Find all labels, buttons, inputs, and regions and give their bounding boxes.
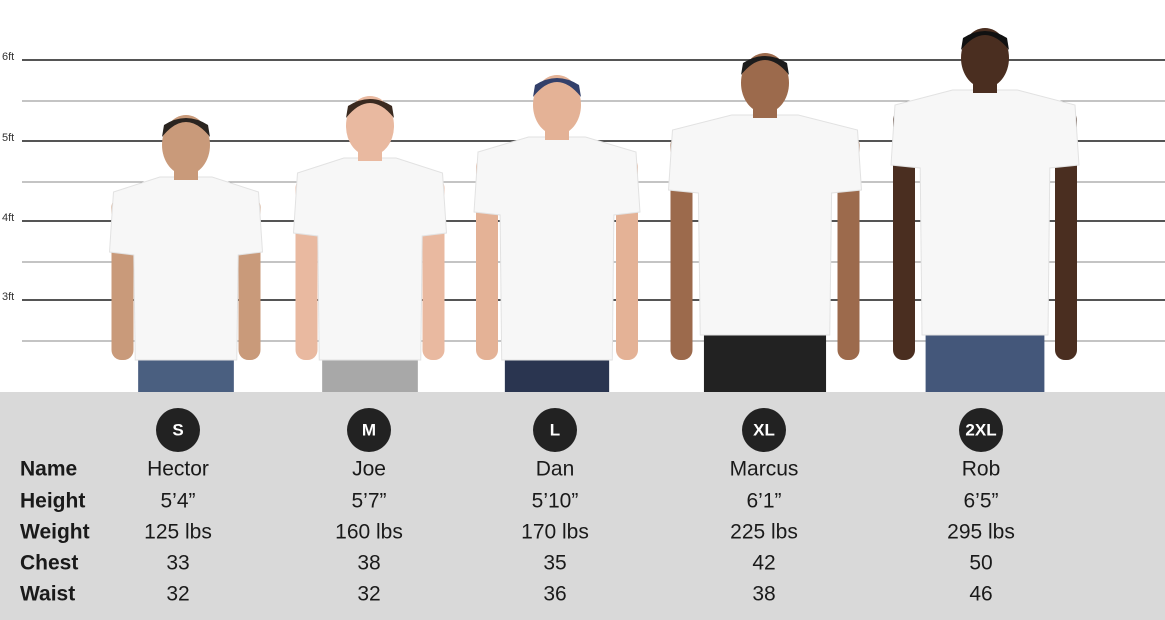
person-pants bbox=[925, 325, 1045, 392]
person-pants bbox=[703, 325, 827, 392]
cell: Joe bbox=[352, 458, 386, 481]
size-label: 2XL bbox=[965, 420, 996, 439]
size-badge bbox=[347, 408, 391, 452]
cell: 5’10” bbox=[532, 490, 579, 513]
size-label: XL bbox=[753, 420, 775, 439]
cell: 33 bbox=[166, 552, 189, 575]
person bbox=[890, 28, 1080, 392]
person-shirt bbox=[890, 89, 1080, 336]
person-shirt bbox=[473, 136, 641, 361]
person bbox=[473, 75, 641, 392]
row-label: Waist bbox=[20, 583, 75, 606]
person-shirt bbox=[292, 157, 448, 361]
cell: 50 bbox=[969, 552, 992, 575]
row-label: Height bbox=[20, 490, 85, 513]
cell: Marcus bbox=[730, 458, 799, 481]
size-badge bbox=[959, 408, 1003, 452]
person-arm bbox=[1055, 110, 1077, 360]
cell: 32 bbox=[166, 583, 189, 606]
person bbox=[292, 96, 448, 392]
cell: 160 lbs bbox=[335, 521, 403, 544]
cell: 125 lbs bbox=[144, 521, 212, 544]
cell: 32 bbox=[357, 583, 380, 606]
person-head bbox=[741, 53, 789, 113]
cell: 36 bbox=[543, 583, 566, 606]
cell: 35 bbox=[543, 552, 566, 575]
person-shirt bbox=[108, 176, 264, 361]
height-mark: 3ft bbox=[2, 291, 14, 303]
cell: Hector bbox=[147, 458, 209, 481]
cell: 42 bbox=[752, 552, 775, 575]
size-label: S bbox=[172, 420, 183, 439]
cell: Dan bbox=[536, 458, 575, 481]
size-label: M bbox=[362, 420, 376, 439]
person-head bbox=[346, 96, 394, 156]
person-head bbox=[162, 115, 210, 175]
row-label: Chest bbox=[20, 552, 78, 575]
person-shirt bbox=[667, 114, 863, 336]
person-hair bbox=[533, 78, 581, 97]
size-label: L bbox=[550, 420, 560, 439]
height-mark: 5ft bbox=[2, 132, 14, 144]
person bbox=[108, 115, 264, 392]
size-badge bbox=[533, 408, 577, 452]
person-hair bbox=[741, 56, 789, 75]
size-badge bbox=[742, 408, 786, 452]
person-hair bbox=[346, 99, 394, 118]
person-hair bbox=[162, 118, 210, 137]
cell: 225 lbs bbox=[730, 521, 798, 544]
cell: 38 bbox=[752, 583, 775, 606]
height-mark: 4ft bbox=[2, 212, 14, 224]
person bbox=[667, 53, 863, 392]
cell: 5’7” bbox=[351, 490, 386, 513]
person-hair bbox=[961, 31, 1009, 50]
cell: 170 lbs bbox=[521, 521, 589, 544]
row-label: Weight bbox=[20, 521, 90, 544]
cell: Rob bbox=[962, 458, 1001, 481]
size-badge bbox=[156, 408, 200, 452]
cell: 38 bbox=[357, 552, 380, 575]
cell: 46 bbox=[969, 583, 992, 606]
person-head bbox=[961, 28, 1009, 88]
person-arm bbox=[893, 110, 915, 360]
height-mark: 6ft bbox=[2, 51, 14, 63]
cell: 295 lbs bbox=[947, 521, 1015, 544]
cell: 6’1” bbox=[746, 490, 781, 513]
cell: 6’5” bbox=[963, 490, 998, 513]
person-head bbox=[533, 75, 581, 135]
cell: 5’4” bbox=[160, 490, 195, 513]
row-label: Name bbox=[20, 458, 77, 481]
